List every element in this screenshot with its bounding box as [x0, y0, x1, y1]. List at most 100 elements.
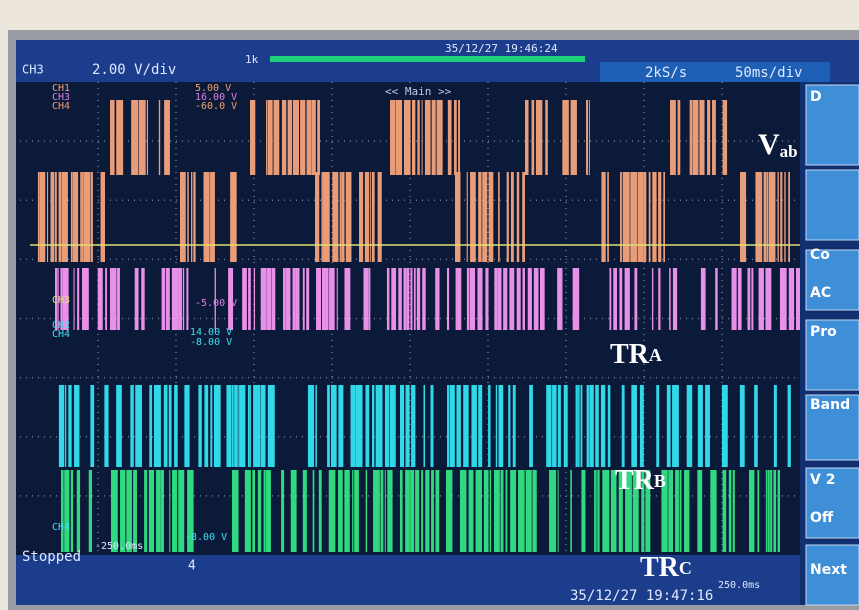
pulse	[116, 100, 124, 175]
pulse	[271, 268, 276, 330]
pulse	[389, 385, 396, 467]
pulse	[273, 100, 280, 175]
readout-channel: CH4	[52, 329, 70, 340]
side-buttons: D Co AC Pro Band V 2 Off Next	[805, 84, 859, 606]
pulse	[368, 268, 371, 330]
pulse	[747, 268, 751, 330]
pulse	[292, 268, 296, 330]
pulse	[81, 268, 89, 330]
pulse	[117, 268, 120, 330]
pulse	[466, 172, 468, 262]
pulse	[445, 470, 453, 552]
pulse	[375, 385, 383, 467]
pulse	[557, 385, 561, 467]
menu-button	[805, 84, 859, 166]
pulse	[739, 385, 745, 467]
pulse	[81, 172, 84, 262]
pulse	[601, 172, 606, 262]
pulse	[737, 268, 742, 330]
pulse	[315, 172, 320, 262]
pulse	[399, 385, 405, 467]
pulse	[586, 385, 590, 467]
pulse	[97, 268, 103, 330]
pulse	[516, 268, 521, 330]
trace-label-main: TR	[610, 339, 650, 370]
readout-channel: CH3	[52, 295, 70, 306]
pulse	[495, 385, 498, 467]
pulse	[90, 385, 95, 467]
pulse	[214, 268, 216, 330]
pulse	[239, 385, 246, 467]
pulse	[77, 268, 80, 330]
menu-label: Co	[810, 247, 830, 263]
trace-label-main: TR	[615, 465, 655, 496]
pulse	[263, 470, 266, 552]
pulse	[758, 268, 764, 330]
pulse	[249, 385, 251, 467]
readout-channel: CH4	[52, 522, 70, 533]
pulse	[226, 385, 232, 467]
readout-value: -8.00 V	[190, 337, 232, 348]
pulse	[493, 470, 500, 552]
pulse	[589, 385, 594, 467]
pulse	[405, 385, 410, 467]
menu-label: Next	[810, 562, 847, 578]
scale: 2.00 V/div	[92, 62, 176, 78]
pulse	[253, 268, 256, 330]
pulse	[130, 385, 134, 467]
pulse	[405, 470, 410, 552]
pulse	[302, 470, 307, 552]
pulse	[247, 385, 250, 467]
pulse	[422, 268, 426, 330]
pulse	[330, 385, 337, 467]
pulse	[610, 470, 617, 552]
pulse	[57, 268, 59, 330]
pulse	[260, 385, 266, 467]
pulse	[80, 172, 82, 262]
pulse	[669, 268, 671, 330]
pulse	[498, 385, 504, 467]
pulse	[109, 268, 117, 330]
pulse	[773, 470, 777, 552]
pulse	[767, 470, 770, 552]
pulse	[105, 268, 108, 330]
pulse	[684, 470, 690, 552]
pulse	[317, 100, 320, 175]
pulse	[131, 100, 139, 175]
pulse	[728, 470, 732, 552]
pulse	[252, 470, 256, 552]
pulse	[312, 470, 315, 552]
pulse	[625, 470, 632, 552]
pulse	[354, 470, 359, 552]
pulse	[522, 172, 525, 262]
pulse	[621, 385, 625, 467]
pulse	[60, 268, 63, 330]
pulse	[531, 100, 535, 175]
trace-label-sub: ab	[780, 142, 798, 161]
pulse	[749, 470, 755, 552]
pulse	[242, 268, 247, 330]
pulse	[643, 172, 647, 262]
pulse	[658, 268, 661, 330]
pulse	[213, 385, 221, 467]
pulse	[624, 268, 630, 330]
pulse	[60, 470, 64, 552]
pulse	[525, 100, 529, 175]
pulse	[292, 100, 300, 175]
pulse	[163, 385, 168, 467]
pulse	[509, 268, 515, 330]
pulse	[100, 172, 105, 262]
timebase: 50ms/div	[735, 65, 802, 81]
pulse	[447, 100, 452, 175]
pulse	[670, 100, 676, 175]
menu-label: AC	[810, 285, 831, 301]
pulse	[73, 172, 79, 262]
pulse	[180, 172, 186, 262]
pulse	[533, 268, 539, 330]
pulse	[435, 470, 440, 552]
pulse	[231, 470, 239, 552]
pulse	[399, 470, 403, 552]
pulse	[666, 385, 671, 467]
pulse	[580, 385, 583, 467]
pulse	[62, 268, 69, 330]
